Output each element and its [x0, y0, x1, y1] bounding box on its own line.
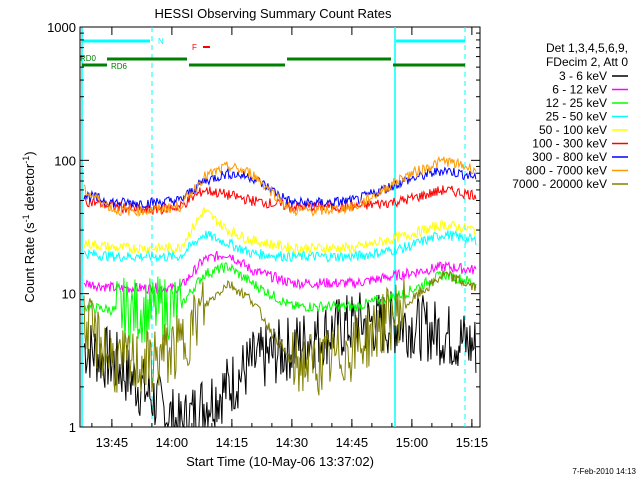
x-tick-label: 15:00 [396, 435, 429, 450]
series-line [83, 166, 477, 209]
x-ticks: 13:45 14:00 14:15 14:30 14:45 15:00 15:15 [91, 27, 489, 450]
top-annotations: N F RD0 RD6 [80, 37, 465, 71]
series-line [83, 250, 477, 295]
x-axis-label: Start Time (10-May-06 13:37:02) [186, 454, 374, 469]
legend-entry-label: 800 - 7000 keV [526, 164, 607, 178]
legend-title-line: Det 1,3,4,5,6,9, [546, 41, 628, 55]
series-lines [83, 155, 477, 429]
cyan-markers [81, 27, 466, 427]
legend-entry-label: 3 - 6 keV [559, 69, 607, 83]
y-tick-label: 1000 [47, 20, 76, 35]
ylabel-mid: detector [22, 163, 37, 214]
x-tick-label: 13:45 [96, 435, 129, 450]
legend-entry-label: 6 - 12 keV [552, 83, 607, 97]
flag-f-label: F [192, 43, 197, 52]
legend-entry-label: 300 - 800 keV [532, 150, 607, 164]
legend-entry-label: 7000 - 20000 keV [512, 177, 607, 191]
series-line [83, 270, 477, 396]
series-line [83, 229, 477, 263]
x-tick-label: 14:45 [336, 435, 369, 450]
x-tick-label: 14:00 [156, 435, 189, 450]
flag-n-label: N [158, 37, 164, 46]
chart-title: HESSI Observing Summary Count Rates [155, 6, 392, 21]
legend-entry-label: 50 - 100 keV [539, 123, 607, 137]
series-line [83, 207, 477, 255]
x-tick-label: 14:30 [276, 435, 309, 450]
legend-entry-label: 12 - 25 keV [546, 96, 607, 110]
y-axis-label: Count Rate (s-1 detector-1) [21, 151, 37, 302]
y-tick-label: 100 [54, 153, 76, 168]
legend: Det 1,3,4,5,6,9,FDecim 2, Att 03 - 6 keV… [512, 41, 628, 191]
rd0-label: RD0 [80, 54, 97, 63]
series-line [83, 261, 477, 344]
x-tick-label: 14:15 [216, 435, 249, 450]
legend-entry-label: 25 - 50 keV [546, 110, 607, 124]
series-line [83, 291, 477, 429]
ylabel-sup2: -1 [21, 156, 31, 164]
x-tick-label: 15:15 [456, 435, 489, 450]
plot-frame [79, 26, 481, 428]
legend-title-line: FDecim 2, Att 0 [546, 55, 628, 69]
legend-entry-label: 100 - 300 keV [532, 137, 607, 151]
y-tick-label: 1 [69, 420, 76, 435]
ylabel-main: Count Rate (s [22, 222, 37, 303]
ylabel-sup1: -1 [21, 214, 31, 222]
rd6-label: RD6 [111, 62, 128, 71]
y-tick-label: 10 [62, 287, 76, 302]
footer-date: 7-Feb-2010 14:13 [572, 467, 636, 476]
series-line [83, 155, 477, 218]
y-ticks: 1 10 100 1000 [47, 20, 480, 435]
ylabel-end: ) [22, 151, 37, 155]
